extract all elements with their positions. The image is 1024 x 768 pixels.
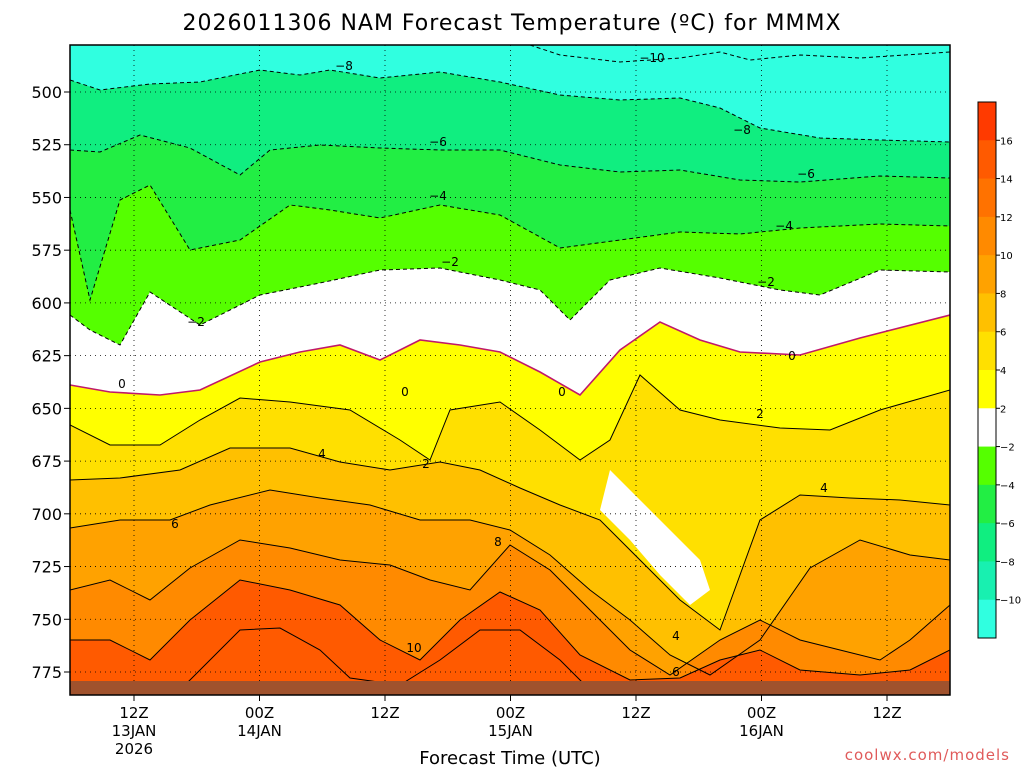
colorbar-swatch: [978, 599, 996, 639]
y-tick-label: 725: [31, 558, 62, 577]
contour-label: 0: [788, 349, 796, 363]
x-tick-label: 00Z: [496, 704, 525, 722]
contour-line-10: [70, 579, 950, 681]
colorbar-swatch: [978, 561, 996, 601]
colorbar-swatch: [978, 446, 996, 486]
contour-label: 10: [406, 641, 421, 655]
colorbar-tick-label: −10: [1000, 596, 1021, 607]
colorbar-swatch: [978, 331, 996, 371]
contour-line-8: [70, 539, 950, 676]
contour-line-0: [70, 314, 950, 397]
band-14: [70, 628, 950, 695]
y-tick-label: 500: [31, 83, 62, 102]
y-tick-label: 625: [31, 347, 62, 366]
chart-title: 2026011306 NAM Forecast Temperature (ºC)…: [182, 11, 841, 36]
x-axis-label: Forecast Time (UTC): [419, 748, 600, 768]
x-tick-label: 12Z: [119, 704, 148, 722]
colorbar-swatch: [978, 140, 996, 180]
colorbar-tick-label: 14: [1000, 175, 1013, 186]
y-tick-label: 575: [31, 241, 62, 260]
colorbar-tick-label: 16: [1000, 136, 1013, 147]
contour-label: −6: [797, 167, 815, 181]
x-tick-label: 12Z: [621, 704, 650, 722]
y-tick-label: 550: [31, 188, 62, 207]
colorbar-tick-label: −6: [1000, 519, 1015, 530]
contour-label: −8: [335, 59, 353, 73]
contour-label: −6: [429, 135, 447, 149]
contour-line-4: [70, 447, 950, 631]
colorbar-swatch: [978, 178, 996, 218]
contour-labels: −10 −8 −8 −6 −6 −4 −4 −2 −2 −2 0 0 0 0 2 2 4 4 4 6 6 8 10: [118, 51, 828, 679]
y-tick-label: 750: [31, 610, 62, 629]
contour-label: −4: [429, 189, 447, 203]
colorbar-tick-label: 8: [1000, 289, 1006, 300]
contour-label: 4: [672, 629, 680, 643]
x-tick-label: 12Z: [370, 704, 399, 722]
contour-label: −2: [441, 255, 459, 269]
contour-label: 2: [756, 407, 764, 421]
x-tick-label: 16JAN: [739, 722, 784, 740]
y-tick-label: 775: [31, 663, 62, 682]
colorbar-swatch: [978, 484, 996, 524]
x-tick-label: 00Z: [245, 704, 274, 722]
contour-label: 0: [118, 377, 126, 391]
colorbar-swatch: [978, 216, 996, 256]
colorbar-swatch: [978, 102, 996, 141]
x-tick-label: 2026: [115, 740, 153, 758]
credit-text: coolwx.com/models: [845, 746, 1010, 764]
x-tick-label: 15JAN: [488, 722, 533, 740]
y-tick-label: 700: [31, 505, 62, 524]
contour-line-minus10: [529, 45, 950, 63]
colorbar-tick-label: −4: [1000, 481, 1015, 492]
contour-label: −2: [187, 315, 205, 329]
contour-label: 4: [820, 481, 828, 495]
contour-label: 4: [318, 447, 326, 461]
colorbar-swatch: [978, 255, 996, 294]
colorbar-tick-label: 6: [1000, 328, 1006, 339]
y-tick-label: 650: [31, 399, 62, 418]
contour-line--4: [70, 184, 950, 302]
x-tick-label: 13JAN: [112, 722, 157, 740]
x-tick-label: 12Z: [872, 704, 901, 722]
contour-label: −8: [733, 123, 751, 137]
terrain: [70, 681, 950, 695]
colorbar-swatch: [978, 293, 996, 333]
y-tick-label: 600: [31, 294, 62, 313]
contour-label: 6: [171, 517, 179, 531]
contour-label: 6: [672, 665, 680, 679]
colorbar-tick-label: −2: [1000, 443, 1015, 454]
contour-label: 2: [422, 457, 430, 471]
colorbar-tick-label: 2: [1000, 404, 1006, 415]
colorbar-tick-label: 12: [1000, 213, 1013, 224]
x-tick-label: 00Z: [747, 704, 776, 722]
contour-line--2: [70, 267, 950, 346]
contour-line--6: [70, 134, 950, 183]
colorbar-swatch: [978, 523, 996, 562]
colorbar: 16 14 12 10 8 6 4 2 −2 −4 −6 −8 −10: [977, 101, 1021, 639]
y-tick-label: 675: [31, 452, 62, 471]
colorbar-swatch: [978, 408, 996, 448]
colorbar-tick-label: −8: [1000, 557, 1015, 568]
contour-label: −4: [775, 219, 793, 233]
y-tick-label: 525: [31, 136, 62, 155]
colorbar-tick-label: 10: [1000, 251, 1013, 262]
x-tick-label: 14JAN: [237, 722, 282, 740]
contour-label: 0: [558, 385, 566, 399]
contour-label: −2: [757, 275, 775, 289]
band-pocket-0: [600, 470, 710, 605]
contour-label: 8: [494, 535, 502, 549]
colorbar-swatch: [978, 370, 996, 409]
contour-label: 0: [401, 385, 409, 399]
y-axis: 500 525 550 575 600 625 650 675 700 725 750 775: [31, 83, 70, 682]
contour-line-6: [70, 489, 950, 676]
plot-area: [70, 45, 950, 695]
colorbar-tick-label: 4: [1000, 366, 1006, 377]
grid-lines: [70, 45, 950, 695]
contour-line-2: [70, 374, 950, 461]
contour-label: −10: [639, 51, 664, 65]
